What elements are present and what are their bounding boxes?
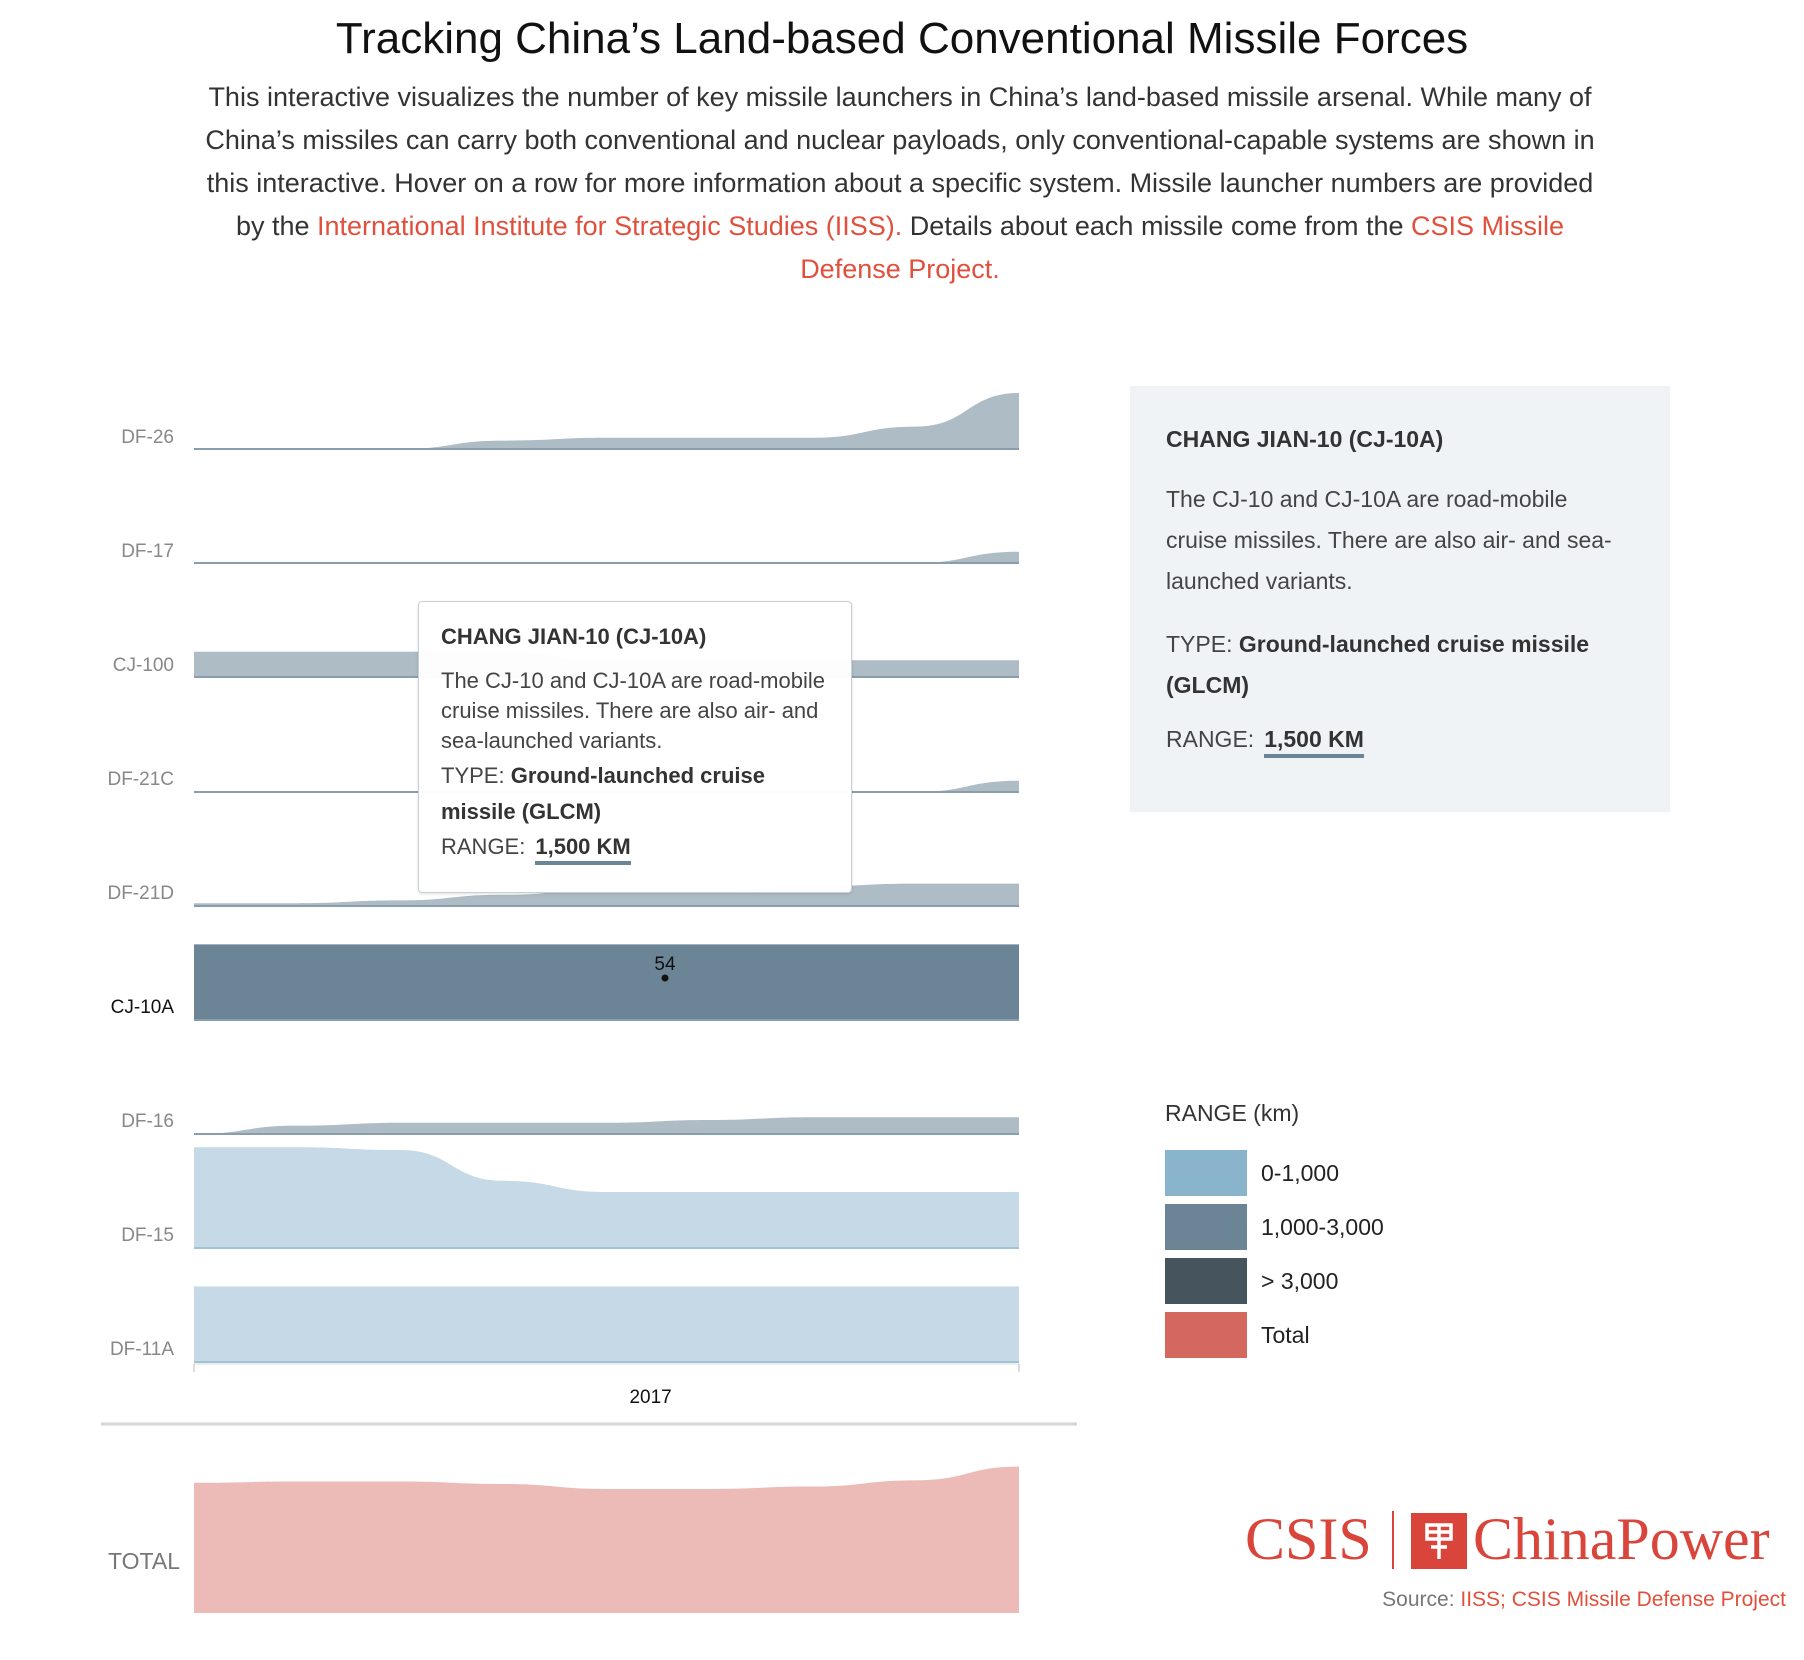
legend-label-gt-3000: > 3,000 <box>1261 1267 1339 1294</box>
panel-type: TYPE: Ground-launched cruise missile (GL… <box>1166 624 1634 706</box>
row-label-cj-10a[interactable]: CJ-10A <box>111 997 175 1018</box>
legend-item-0-1000: 0-1,000 <box>1165 1150 1384 1196</box>
legend-swatch-gt-3000 <box>1165 1258 1247 1304</box>
area-df-17[interactable] <box>194 551 1019 563</box>
brand-csis: CSIS <box>1245 1506 1372 1572</box>
brand-chinapower: ChinaPower <box>1473 1506 1770 1572</box>
area-total[interactable] <box>194 1466 1019 1613</box>
tooltip-range-value: 1,500 KM <box>535 834 631 865</box>
page-title: Tracking China’s Land-based Conventional… <box>335 14 1469 63</box>
intro-text: This interactive visualizes the number o… <box>190 76 1610 291</box>
legend-label-1000-3000: 1,000-3,000 <box>1261 1213 1384 1240</box>
brand-divider <box>1392 1511 1394 1569</box>
source-note: Source: IISS; CSIS Missile Defense Proje… <box>1382 1588 1786 1612</box>
iiss-link[interactable]: International Institute for Strategic St… <box>317 211 903 241</box>
intro-part1: This interactive visualizes the number o… <box>205 82 1595 241</box>
x-tick-label: 2017 <box>629 1387 671 1408</box>
area-df-16[interactable] <box>194 1117 1019 1134</box>
intro-part2: Details about each missile come from the <box>902 211 1412 241</box>
row-label-cj-100[interactable]: CJ-100 <box>113 655 174 676</box>
tooltip-description: The CJ-10 and CJ-10A are road-mobile cru… <box>441 668 825 753</box>
source-link[interactable]: IISS; CSIS Missile Defense Project <box>1460 1588 1786 1611</box>
row-label-df-15[interactable]: DF-15 <box>121 1225 174 1246</box>
hover-tooltip: CHANG JIAN-10 (CJ-10A) The CJ-10 and CJ-… <box>418 601 852 893</box>
total-label: TOTAL <box>108 1548 180 1574</box>
tooltip-type: TYPE: Ground-launched cruise missile (GL… <box>441 758 829 830</box>
panel-description: The CJ-10 and CJ-10A are road-mobile cru… <box>1166 486 1612 594</box>
legend-label-total: Total <box>1261 1321 1310 1348</box>
legend: 0-1,000 1,000-3,000 > 3,000 Total <box>1165 1150 1384 1366</box>
tooltip-range: RANGE: 1,500 KM <box>441 834 829 865</box>
tooltip-range-label: RANGE: <box>441 834 526 859</box>
source-label: Source: <box>1382 1588 1461 1611</box>
row-label-df-21d[interactable]: DF-21D <box>107 883 174 904</box>
tooltip-title: CHANG JIAN-10 (CJ-10A) <box>441 624 707 649</box>
legend-swatch-total <box>1165 1312 1247 1358</box>
area-df-11a[interactable] <box>194 1286 1019 1362</box>
tooltip-type-label: TYPE: <box>441 763 505 788</box>
panel-type-value: Ground-launched cruise missile (GLCM) <box>1166 631 1590 698</box>
row-label-df-17[interactable]: DF-17 <box>121 541 174 562</box>
chinapower-seal-icon <box>1411 1513 1467 1569</box>
area-df-26[interactable] <box>194 393 1019 449</box>
legend-swatch-1000-3000 <box>1165 1204 1247 1250</box>
panel-title: CHANG JIAN-10 (CJ-10A) <box>1166 426 1444 452</box>
panel-type-label: TYPE: <box>1166 631 1233 657</box>
missile-detail-panel: CHANG JIAN-10 (CJ-10A) The CJ-10 and CJ-… <box>1130 386 1670 812</box>
csis-mdp-link[interactable]: CSIS Missile Defense Project. <box>800 211 1565 284</box>
legend-item-1000-3000: 1,000-3,000 <box>1165 1204 1384 1250</box>
row-label-df-11a[interactable]: DF-11A <box>110 1339 174 1360</box>
hover-point <box>661 974 669 982</box>
panel-range-label: RANGE: <box>1166 726 1255 752</box>
hover-value-label: 54 <box>654 954 676 975</box>
panel-range: RANGE: 1,500 KM <box>1166 726 1634 758</box>
legend-label-0-1000: 0-1,000 <box>1261 1159 1340 1186</box>
legend-swatch-0-1000 <box>1165 1150 1247 1196</box>
legend-item-gt-3000: > 3,000 <box>1165 1258 1384 1304</box>
row-label-df-21c[interactable]: DF-21C <box>107 769 174 790</box>
row-label-df-16[interactable]: DF-16 <box>121 1111 174 1132</box>
csis-chinapower-logo[interactable]: CSIS ChinaPower <box>1245 1505 1790 1573</box>
legend-title: RANGE (km) <box>1165 1100 1300 1126</box>
area-df-15[interactable] <box>194 1147 1019 1248</box>
row-label-df-26[interactable]: DF-26 <box>121 427 174 448</box>
tooltip-type-value: Ground-launched cruise missile (GLCM) <box>441 763 765 824</box>
legend-item-total: Total <box>1165 1312 1384 1358</box>
area-cj-10a[interactable] <box>194 944 1019 1020</box>
panel-range-value: 1,500 KM <box>1264 726 1364 758</box>
